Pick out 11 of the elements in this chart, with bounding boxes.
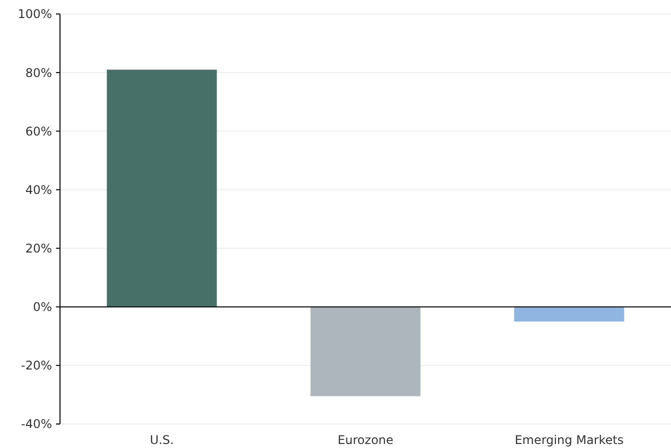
y-tick-label: 0% [32, 300, 52, 314]
y-tick-label: 100% [18, 7, 52, 22]
x-tick-label: Eurozone [338, 433, 394, 447]
y-tick-label: -20% [20, 358, 52, 373]
x-tick-label: Emerging Markets [514, 433, 624, 447]
y-tick-label: 60% [25, 124, 52, 138]
y-tick-label: 80% [25, 66, 52, 80]
x-tick-label: U.S. [150, 433, 174, 447]
y-tick-label: 20% [25, 241, 52, 256]
y-tick-label: 40% [25, 182, 52, 197]
y-tick-label: -40% [20, 417, 52, 432]
